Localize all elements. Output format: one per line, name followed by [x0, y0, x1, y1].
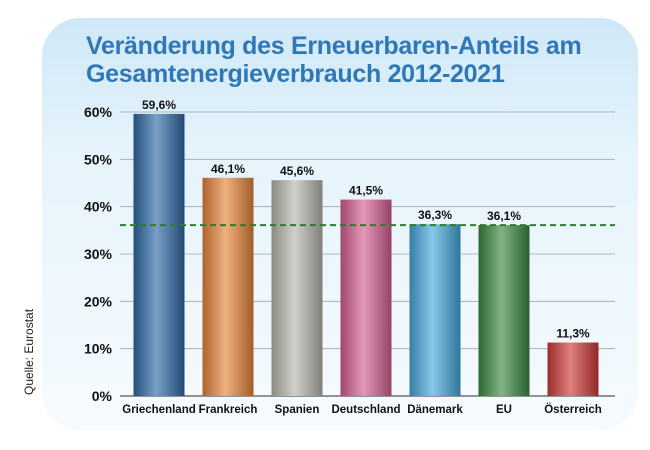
- y-tick-label: 20%: [84, 293, 113, 309]
- x-category-label: Griechenland: [122, 404, 196, 416]
- bar-eu: [478, 225, 530, 396]
- value-label: 45,6%: [280, 164, 314, 178]
- value-label: 11,3%: [556, 327, 590, 341]
- y-tick-label: 30%: [84, 246, 113, 262]
- x-category-label: Österreich: [544, 403, 602, 416]
- chart-title: Veränderung des Erneuerbaren-Anteils am …: [86, 32, 582, 88]
- x-category-label: Dänemark: [407, 404, 463, 416]
- x-category-label: Spanien: [275, 404, 320, 416]
- x-category-label: EU: [496, 404, 512, 416]
- x-category-label: Deutschland: [331, 404, 400, 416]
- y-tick-label: 40%: [84, 199, 113, 215]
- value-label: 36,3%: [418, 208, 452, 222]
- bar-griechenland: [133, 113, 185, 396]
- value-label: 59,6%: [142, 98, 176, 112]
- bar-spanien: [271, 180, 323, 396]
- y-tick-label: 60%: [84, 104, 113, 120]
- y-tick-label: 10%: [84, 341, 113, 357]
- bar-dänemark: [409, 224, 461, 396]
- bar-österreich: [547, 342, 599, 396]
- value-label: 46,1%: [211, 162, 245, 176]
- x-category-label: Frankreich: [199, 404, 258, 416]
- bar-frankreich: [202, 177, 254, 396]
- bar-deutschland: [340, 199, 392, 396]
- y-tick-label: 50%: [84, 151, 113, 167]
- value-label: 36,1%: [487, 209, 521, 223]
- y-tick-label: 0%: [92, 388, 113, 404]
- value-label: 41,5%: [349, 184, 383, 198]
